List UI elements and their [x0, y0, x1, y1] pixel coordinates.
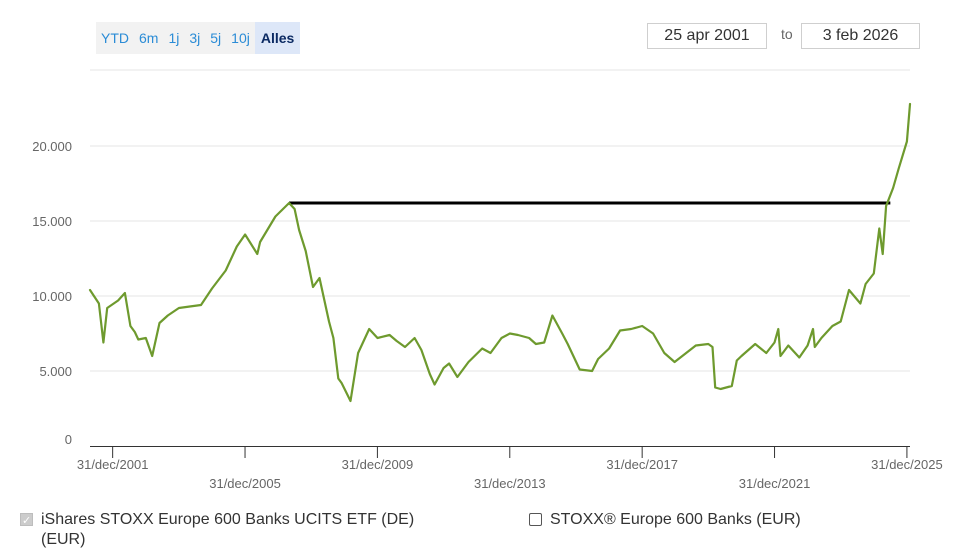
legend-label-etf-line2: (EUR)	[41, 531, 86, 548]
legend-item-etf[interactable]: iShares STOXX Europe 600 Banks UCITS ETF…	[20, 510, 414, 550]
y-tick-label: 10.000	[32, 289, 72, 304]
date-from-input[interactable]: 25 apr 2001	[647, 23, 767, 49]
x-tick-label: 31/dec/2001	[77, 457, 149, 472]
x-tick-label: 31/dec/2025	[871, 457, 943, 472]
legend-label-index: STOXX® Europe 600 Banks (EUR)	[550, 511, 801, 528]
range-3y-button[interactable]: 3j	[189, 30, 201, 46]
series-line	[88, 102, 912, 403]
x-tick-label: 31/dec/2009	[342, 457, 414, 472]
y-tick-label: 20.000	[32, 139, 72, 154]
date-to-input[interactable]: 3 feb 2026	[801, 23, 920, 49]
range-ytd-button[interactable]: YTD	[101, 30, 129, 46]
x-tick-label: 31/dec/2005	[209, 476, 281, 491]
range-selector: YTD 6m 1j 3j 5j 10j Alles	[96, 22, 301, 54]
x-tick-label: 31/dec/2017	[606, 457, 678, 472]
x-tick-label: 31/dec/2013	[474, 476, 546, 491]
legend-checkbox-etf[interactable]	[20, 511, 33, 531]
range-6m-button[interactable]: 6m	[139, 30, 159, 46]
range-5y-button[interactable]: 5j	[210, 30, 222, 46]
range-10y-button[interactable]: 10j	[231, 30, 250, 46]
y-tick-label: 5.000	[39, 364, 72, 379]
range-all-button[interactable]: Alles	[254, 22, 301, 54]
y-tick-label: 15.000	[32, 214, 72, 229]
y-tick-label: 0	[65, 432, 72, 447]
legend-checkbox-index[interactable]	[529, 513, 542, 526]
legend-item-index[interactable]: STOXX® Europe 600 Banks (EUR)	[529, 510, 801, 530]
x-tick-label: 31/dec/2021	[739, 476, 811, 491]
range-1y-button[interactable]: 1j	[168, 30, 180, 46]
price-chart: 0 5.000 10.000 15.000 20.000 31/dec/2001 31/de…	[32, 69, 943, 491]
date-to-label: to	[781, 26, 793, 42]
legend-label-etf: iShares STOXX Europe 600 Banks UCITS ETF…	[41, 511, 415, 528]
